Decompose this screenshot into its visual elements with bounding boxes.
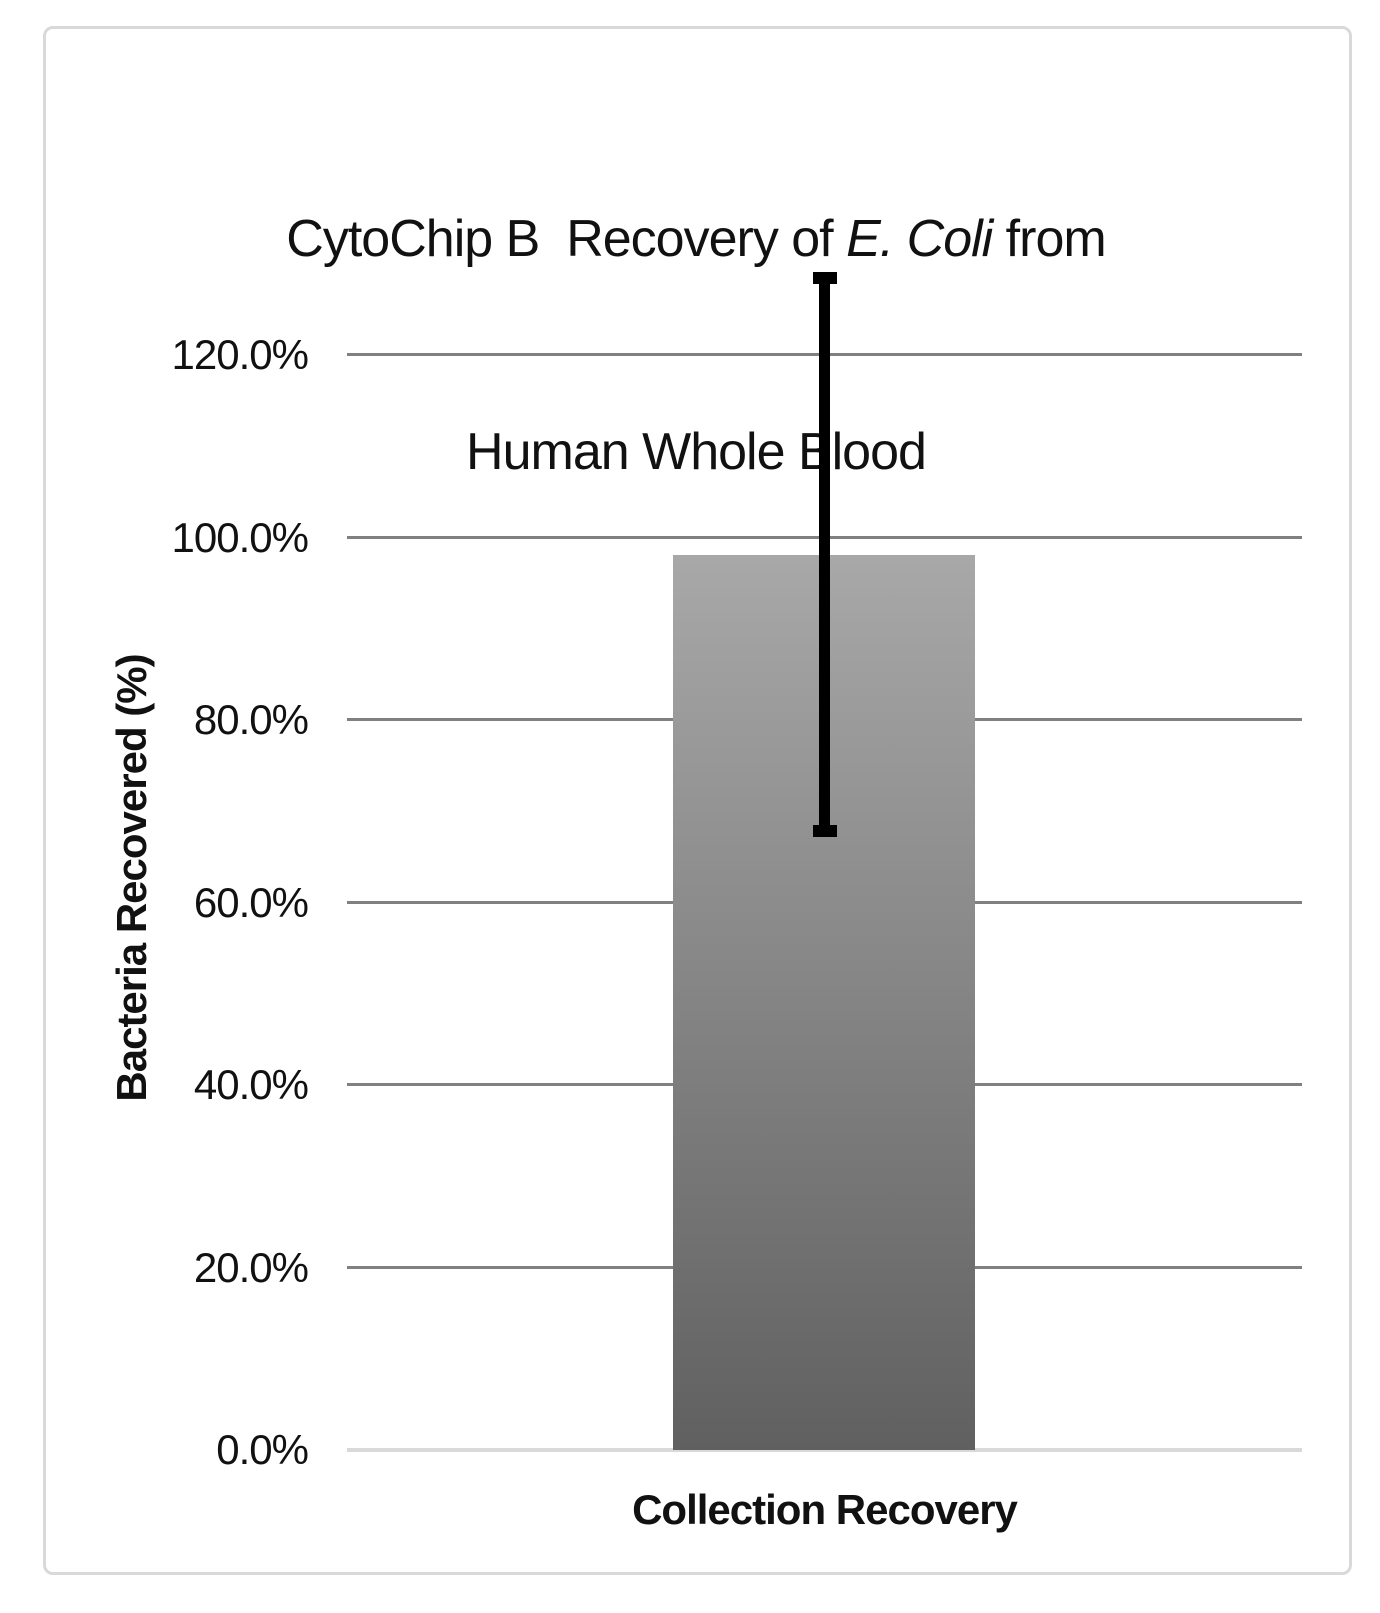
y-tick-label: 120.0%	[171, 331, 309, 378]
title-text-post: from	[992, 210, 1107, 268]
y-tick-label: 40.0%	[193, 1061, 309, 1108]
x-axis-line	[347, 1448, 1302, 1452]
error-bar-bottom-cap	[812, 825, 837, 838]
error-bar-top-cap	[812, 272, 837, 285]
chart-title: CytoChip B Recovery of E. Coli from Huma…	[43, 62, 1349, 630]
category-label: Collection Recovery	[632, 1486, 1018, 1533]
chart-title-line1: CytoChip B Recovery of E. Coli from	[43, 204, 1349, 275]
y-tick-label: 100.0%	[171, 513, 309, 561]
y-tick-label: 80.0%	[193, 696, 309, 743]
y-tick-label: 60.0%	[193, 878, 309, 926]
y-tick-label: 20.0%	[193, 1243, 309, 1291]
y-tick-label: 0.0%	[216, 1426, 309, 1473]
title-text-italic: E. Coli	[846, 210, 993, 268]
chart-title-line2: Human Whole Blood	[466, 423, 927, 481]
title-text-pre: CytoChip B Recovery of	[286, 210, 847, 268]
error-bar-stem	[819, 278, 830, 832]
